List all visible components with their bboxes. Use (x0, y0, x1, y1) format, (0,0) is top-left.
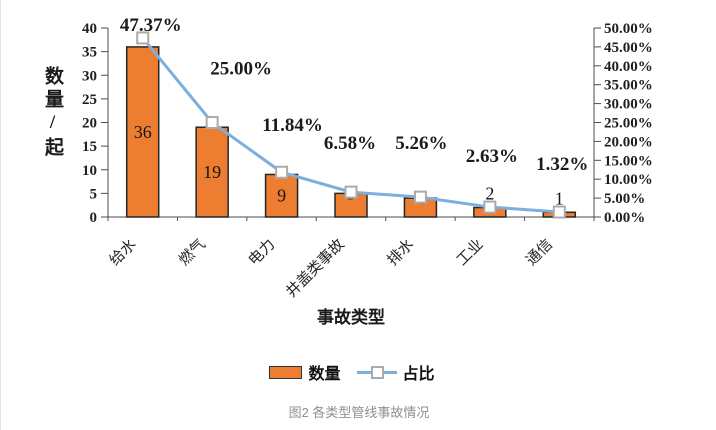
bar-value-label: 1 (555, 188, 564, 208)
right-axis-tick-label: 10.00% (604, 172, 653, 188)
left-axis-tick-label: 30 (82, 68, 97, 84)
legend-item-share: 占比 (356, 360, 435, 384)
left-axis-tick-label: 20 (82, 116, 97, 132)
line-marker-icon (275, 165, 289, 179)
share-value-label: 2.63% (466, 146, 518, 167)
category-label: 电力 (245, 236, 278, 269)
right-axis-tick-label: 40.00% (604, 59, 653, 75)
y-axis-title: 数量/起 (42, 66, 63, 160)
legend-label-share: 占比 (402, 366, 435, 383)
share-value-label: 47.37% (120, 15, 182, 36)
legend-label-count: 数量 (308, 366, 341, 383)
bar-value-label: 19 (203, 162, 221, 182)
right-axis-tick-label: 50.00% (604, 21, 653, 37)
line-marker-icon (413, 190, 427, 204)
share-value-label: 25.00% (210, 59, 272, 80)
right-axis-tick-label: 35.00% (604, 78, 653, 94)
share-value-label: 5.26% (395, 133, 447, 154)
bar-value-label: 36 (134, 122, 152, 142)
left-axis-tick-label: 35 (82, 45, 97, 61)
share-value-label: 11.84% (262, 115, 323, 136)
line-marker-icon (344, 185, 358, 199)
legend-item-count: 数量 (269, 360, 341, 384)
right-axis-tick-label: 30.00% (604, 97, 653, 113)
category-label: 井盖类事故 (283, 236, 348, 301)
bar (125, 46, 160, 218)
category-label: 给水 (106, 236, 139, 269)
bar-value-label: 2 (485, 184, 494, 204)
category-label: 排水 (384, 236, 417, 269)
line-marker-icon (552, 205, 566, 219)
bar-value-label: 9 (277, 186, 286, 206)
right-axis-tick-label: 25.00% (604, 116, 653, 132)
line-marker-icon (205, 116, 219, 129)
share-value-label: 6.58% (324, 133, 376, 154)
category-label: 燃气 (175, 235, 209, 269)
left-axis-tick-label: 10 (82, 163, 97, 179)
line-series-swatch-icon (356, 365, 397, 379)
line-marker-icon (136, 31, 150, 45)
left-axis-tick-label: 0 (90, 210, 98, 226)
right-axis-tick-label: 0.00% (604, 210, 645, 226)
left-axis-tick-label: 40 (82, 21, 97, 37)
right-axis-tick-label: 5.00% (604, 191, 645, 207)
share-value-label: 1.32% (536, 154, 588, 175)
x-axis-title: 事故类型 (317, 308, 385, 327)
left-axis-tick-label: 25 (82, 92, 97, 108)
figure-caption: 图2 各类型管线事故情况 (288, 405, 430, 420)
category-label: 工业 (453, 236, 486, 269)
left-axis-tick-label: 15 (82, 139, 97, 155)
right-axis-tick-label: 20.00% (604, 134, 653, 150)
left-axis-tick-label: 5 (90, 186, 98, 202)
line-marker-icon (370, 365, 384, 379)
right-axis-tick-label: 45.00% (604, 40, 653, 56)
line-marker-icon (483, 200, 497, 214)
combo-chart: 0 5 10 15 20 25 30 35 40 0.00% 5.00% 10.00% 15.00% 20… (82, 15, 653, 301)
bar-series-swatch-icon (269, 365, 303, 379)
category-label: 通信 (523, 236, 556, 269)
chart-legend: 数量 占比 (1, 360, 703, 384)
right-axis-tick-label: 15.00% (604, 153, 653, 169)
